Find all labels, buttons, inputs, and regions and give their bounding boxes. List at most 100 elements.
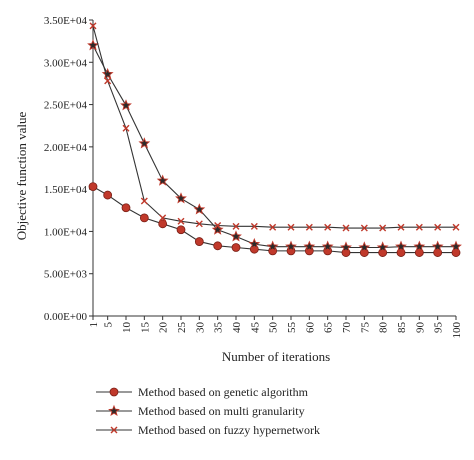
data-point xyxy=(452,223,460,231)
data-point xyxy=(159,214,167,222)
data-point xyxy=(395,240,407,252)
data-point xyxy=(230,230,242,242)
legend-marker xyxy=(110,426,118,434)
data-point xyxy=(193,203,206,215)
data-point xyxy=(269,223,277,231)
data-point xyxy=(358,241,371,253)
data-point xyxy=(101,67,114,80)
data-point xyxy=(287,223,295,231)
cross-stroke xyxy=(342,224,350,232)
x-tick-label: 30 xyxy=(194,322,206,334)
y-tick-label: 5.00E+03 xyxy=(44,269,88,281)
x-tick-label: 70 xyxy=(341,322,353,334)
cross-stroke xyxy=(379,224,387,232)
x-tick-label: 35 xyxy=(213,322,225,334)
cross-stroke xyxy=(415,223,423,231)
series-group xyxy=(87,39,462,253)
x-tick-label: 65 xyxy=(323,322,335,334)
cross-stroke xyxy=(177,217,185,225)
data-point xyxy=(431,240,444,252)
cross-stroke xyxy=(269,223,277,231)
x-tick-label: 25 xyxy=(176,322,188,334)
data-point xyxy=(231,243,241,252)
y-tick-label: 2.50E+04 xyxy=(44,100,88,112)
x-tick-label: 100 xyxy=(451,322,463,339)
x-tick-label: 95 xyxy=(433,322,445,334)
series-group xyxy=(89,22,460,232)
legend-label: Method based on multi granularity xyxy=(138,404,305,418)
data-point xyxy=(232,222,240,230)
x-tick-label: 45 xyxy=(249,322,261,334)
data-point xyxy=(250,222,258,230)
cross-stroke xyxy=(195,220,203,228)
data-point xyxy=(397,223,405,231)
x-tick-label: 50 xyxy=(268,322,280,334)
legend-marker xyxy=(109,387,119,397)
legend-marker xyxy=(108,404,120,417)
x-tick-label: 20 xyxy=(158,322,170,334)
data-point xyxy=(434,223,442,231)
data-point xyxy=(88,182,98,192)
y-tick-label: 1.50E+04 xyxy=(44,184,88,196)
x-tick-label: 1 xyxy=(88,322,100,328)
data-point xyxy=(211,223,224,235)
data-point xyxy=(324,223,332,231)
y-tick-label: 3.50E+04 xyxy=(44,15,88,27)
cross-stroke xyxy=(214,222,222,230)
data-point xyxy=(122,124,130,132)
x-tick-label: 75 xyxy=(359,322,371,334)
cross-stroke xyxy=(452,223,460,231)
data-point xyxy=(139,213,149,223)
data-point xyxy=(121,203,131,213)
data-point xyxy=(213,241,223,251)
data-point xyxy=(360,224,368,232)
cross-stroke xyxy=(110,426,118,434)
cross-stroke xyxy=(287,223,295,231)
data-point xyxy=(194,237,204,246)
y-tick-label: 3.00E+04 xyxy=(44,57,88,69)
x-tick-label: 90 xyxy=(414,322,426,334)
y-tick-label: 2.00E+04 xyxy=(44,142,88,154)
data-point xyxy=(156,174,169,186)
data-point xyxy=(87,39,99,51)
data-point xyxy=(104,77,112,85)
data-point xyxy=(340,241,352,253)
data-point xyxy=(89,22,97,30)
cross-stroke xyxy=(232,222,240,230)
x-tick-label: 10 xyxy=(121,322,133,334)
cross-stroke xyxy=(324,223,332,231)
x-axis-title: Number of iterations xyxy=(222,349,330,364)
data-point xyxy=(158,219,168,229)
data-point xyxy=(175,192,187,204)
x-tick-label: 60 xyxy=(304,322,316,334)
cross-stroke xyxy=(434,223,442,231)
data-point xyxy=(120,99,132,111)
y-tick-label: 1.00E+04 xyxy=(44,226,88,238)
series-lines xyxy=(87,22,462,257)
data-point xyxy=(176,225,186,235)
data-point xyxy=(195,220,203,228)
data-point xyxy=(140,197,148,205)
x-tick-label: 85 xyxy=(396,322,408,334)
data-point xyxy=(138,137,151,149)
cross-stroke xyxy=(250,222,258,230)
data-point xyxy=(342,224,350,232)
data-point xyxy=(248,237,261,250)
cross-stroke xyxy=(104,77,112,85)
data-point xyxy=(177,217,185,225)
cross-stroke xyxy=(159,214,167,222)
axes: 0.00E+00 5.00E+03 1.00E+04 1.50E+04 2.00E+04… xyxy=(44,15,463,339)
data-point xyxy=(305,223,313,231)
data-point xyxy=(214,222,222,230)
x-tick-label: 15 xyxy=(139,322,151,334)
cross-stroke xyxy=(89,22,97,30)
data-point xyxy=(303,240,316,252)
data-point xyxy=(415,223,423,231)
x-tick-label: 80 xyxy=(378,322,390,334)
cross-stroke xyxy=(140,197,148,205)
series-line xyxy=(92,25,456,229)
data-point xyxy=(266,240,279,252)
data-point xyxy=(321,240,334,252)
